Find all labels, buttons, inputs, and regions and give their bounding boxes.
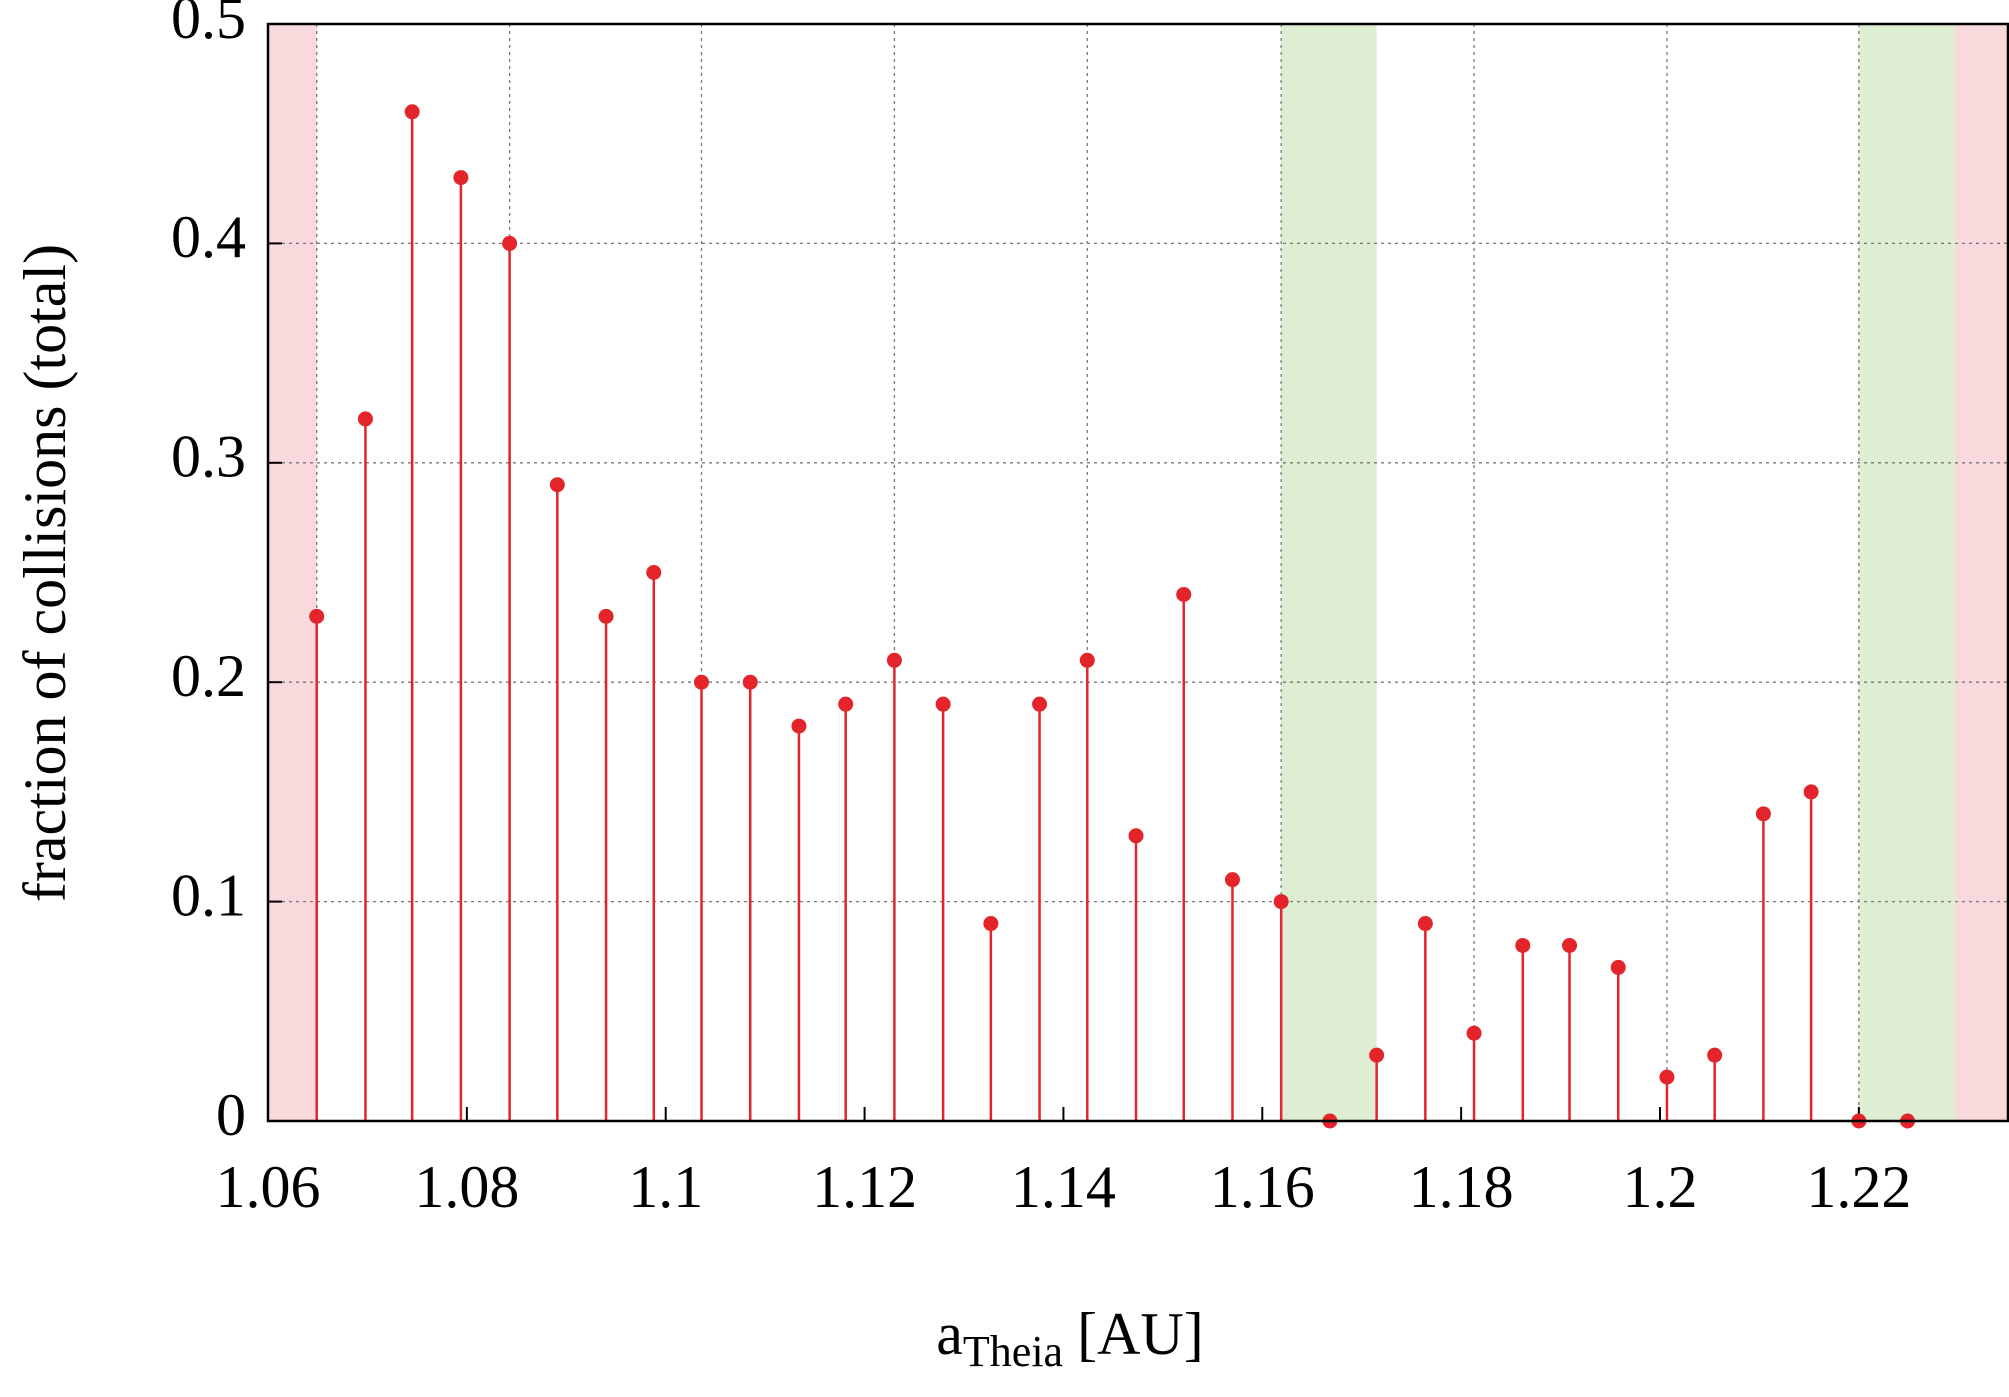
- stem-marker: [1079, 652, 1095, 668]
- stem-marker: [1707, 1047, 1723, 1063]
- stem-marker: [453, 170, 469, 186]
- stem-marker: [549, 477, 565, 493]
- y-tick-label: 0.5: [171, 0, 246, 51]
- stem-marker: [791, 718, 807, 734]
- x-tick-label: 1.1: [628, 1154, 703, 1220]
- stem-marker: [1273, 894, 1289, 910]
- stem-marker: [502, 235, 518, 251]
- stem-marker: [1803, 784, 1819, 800]
- stem-marker: [1417, 916, 1433, 932]
- stem-marker: [935, 696, 951, 712]
- shaded-band: [1858, 24, 1956, 1121]
- stem-marker: [1032, 696, 1048, 712]
- y-tick-label: 0: [216, 1082, 246, 1148]
- x-axis-label: aTheia [AU]: [936, 1301, 1203, 1376]
- stem-marker: [357, 411, 373, 427]
- stem-marker: [404, 104, 420, 120]
- stem-marker: [309, 608, 325, 624]
- stem-marker: [983, 916, 999, 932]
- x-tick-label: 1.22: [1806, 1154, 1911, 1220]
- x-tick-label: 1.12: [812, 1154, 917, 1220]
- stem-marker: [886, 652, 902, 668]
- shaded-band: [1955, 24, 2008, 1121]
- shaded-band: [1281, 24, 1377, 1121]
- stem-marker: [1562, 937, 1578, 953]
- stem-marker: [1515, 937, 1531, 953]
- stem-marker: [1466, 1025, 1482, 1041]
- y-tick-label: 0.3: [171, 424, 246, 490]
- x-label-sub: Theia: [963, 1327, 1063, 1376]
- stem-marker: [1176, 586, 1192, 602]
- stem-marker: [1755, 806, 1771, 822]
- y-tick-label: 0.1: [171, 862, 246, 928]
- stem-marker: [838, 696, 854, 712]
- plot-frame: [266, 22, 2009, 1123]
- x-tick-label: 1.18: [1409, 1154, 1514, 1220]
- stem-marker: [1610, 959, 1626, 975]
- x-tick-label: 1.2: [1623, 1154, 1698, 1220]
- stem-marker: [694, 674, 710, 690]
- x-label-base: a: [936, 1301, 963, 1367]
- stem-marker: [598, 608, 614, 624]
- stem-marker: [1659, 1069, 1675, 1085]
- x-tick-label: 1.08: [414, 1154, 519, 1220]
- stem-marker: [646, 565, 662, 580]
- x-tick-label: 1.16: [1210, 1154, 1315, 1220]
- stem-marker: [1369, 1047, 1385, 1063]
- stem-marker: [1128, 828, 1144, 844]
- y-axis-label: fraction of collisions (total): [12, 244, 78, 902]
- y-tick-label: 0.2: [171, 643, 246, 709]
- shaded-band: [268, 24, 317, 1121]
- stem-marker: [1224, 872, 1240, 888]
- y-tick-label: 0.4: [171, 204, 246, 270]
- x-tick-label: 1.06: [216, 1154, 321, 1220]
- stem-marker: [742, 674, 758, 690]
- x-tick-label: 1.14: [1011, 1154, 1116, 1220]
- x-label-unit: [AU]: [1077, 1301, 1204, 1367]
